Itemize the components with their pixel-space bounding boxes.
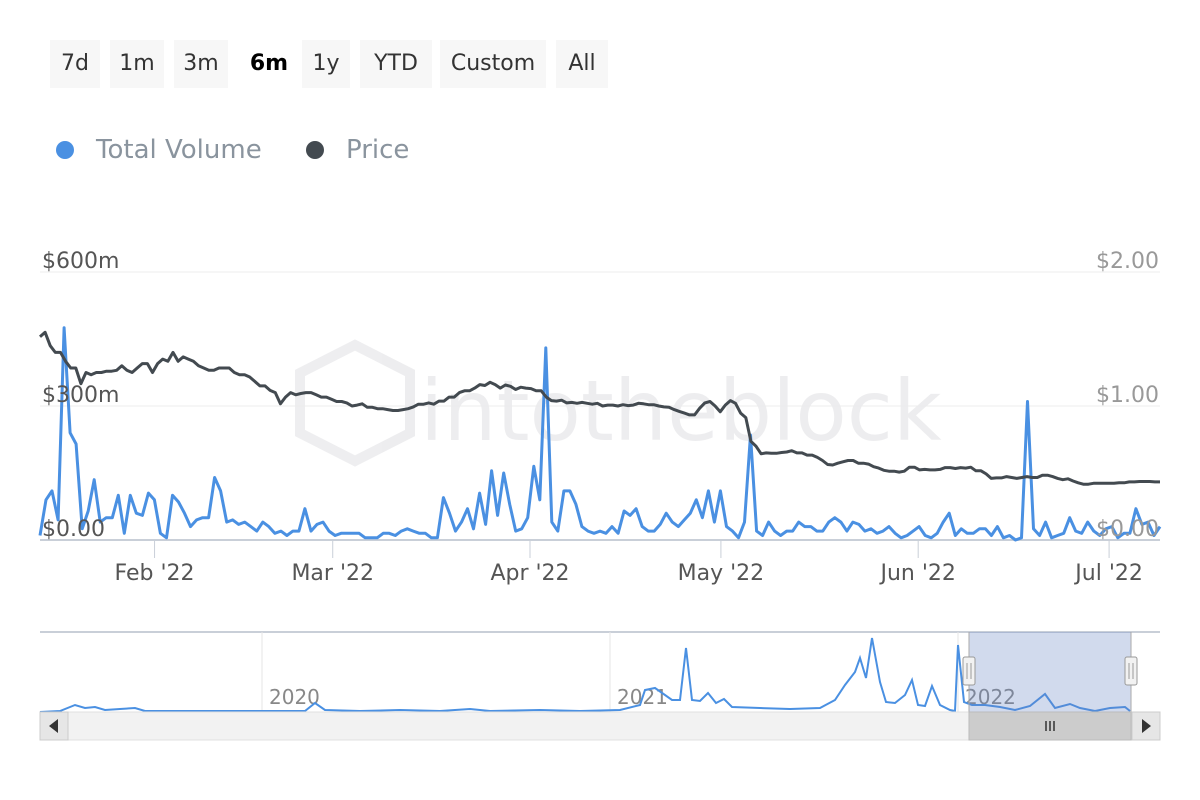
x-tick-label: Mar '22 <box>291 561 374 586</box>
left-axis-label: $600m <box>42 249 119 274</box>
right-axis-label: $1.00 <box>1096 383 1159 408</box>
navigator-selected-range[interactable] <box>969 632 1131 712</box>
legend-circle-icon <box>56 141 74 159</box>
legend-circle-icon <box>306 141 324 159</box>
range-button-6m[interactable]: 6m <box>238 40 300 88</box>
legend-item-total-volume[interactable]: Total Volume <box>56 130 262 170</box>
left-axis-label: $0.00 <box>42 517 105 542</box>
navigator-series-line <box>39 637 1131 713</box>
series-line-total-volume <box>38 326 1162 542</box>
x-tick-label: Jul '22 <box>1073 561 1143 586</box>
range-button-all[interactable]: All <box>556 40 608 88</box>
x-tick-label: Apr '22 <box>490 561 569 586</box>
range-button-1y[interactable]: 1y <box>302 40 350 88</box>
legend-label: Price <box>346 135 410 165</box>
left-axis-label: $300m <box>42 383 119 408</box>
navigator-left-handle[interactable] <box>962 656 976 686</box>
scrollbar-left-button[interactable] <box>39 711 69 741</box>
x-tick-label: Feb '22 <box>115 561 195 586</box>
legend-item-price[interactable]: Price <box>306 130 409 170</box>
watermark-logo: intotheblock <box>295 339 942 467</box>
range-button-3m[interactable]: 3m <box>174 40 228 88</box>
x-tick-label: Jun '22 <box>878 561 955 586</box>
watermark-hexagon-icon <box>295 339 415 467</box>
legend-label: Total Volume <box>96 135 262 165</box>
scrollbar-thumb[interactable] <box>968 711 1132 741</box>
range-button-ytd[interactable]: YTD <box>360 40 432 88</box>
series-line-price <box>39 330 1160 486</box>
range-button-1m[interactable]: 1m <box>110 40 164 88</box>
navigator-right-handle[interactable] <box>1124 656 1138 686</box>
range-button-7d[interactable]: 7d <box>50 40 100 88</box>
arrow-right-icon <box>1142 719 1151 733</box>
right-axis-label: $0.00 <box>1096 517 1159 542</box>
right-axis-label: $2.00 <box>1096 249 1159 274</box>
x-tick-label: May '22 <box>678 561 765 586</box>
arrow-left-icon <box>49 719 58 733</box>
range-button-custom[interactable]: Custom <box>440 40 546 88</box>
